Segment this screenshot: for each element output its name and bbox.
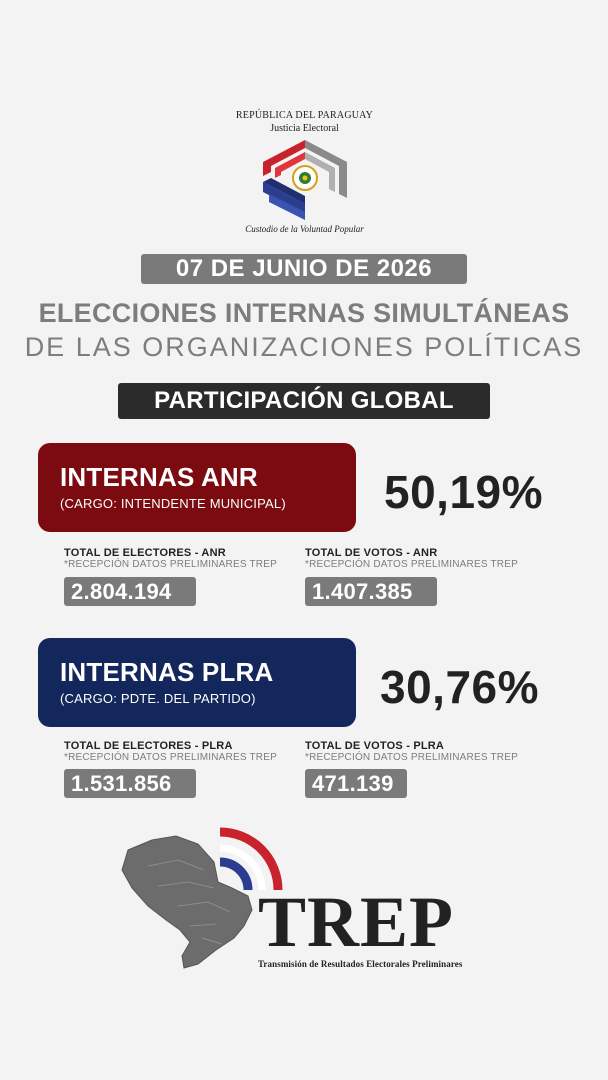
justicia-electoral-logo: REPÚBLICA DEL PARAGUAY Justicia Electora… [232,108,377,240]
plra-electors-note: *RECEPCIÓN DATOS PRELIMINARES TREP [64,752,277,763]
anr-votes-label: TOTAL DE VOTOS - ANR [305,547,438,559]
anr-electors-label: TOTAL DE ELECTORES - ANR [64,547,226,559]
anr-electors-value: 2.804.194 [64,577,196,606]
plra-electors-value: 1.531.856 [64,769,196,798]
anr-percent: 50,19% [384,466,544,518]
anr-name: INTERNAS ANR [60,462,258,492]
anr-cargo: (CARGO: INTENDENTE MUNICIPAL) [60,496,286,511]
plra-percent: 30,76% [380,661,540,713]
trep-wordmark: TREP [258,882,455,962]
participation-badge: PARTICIPACIÓN GLOBAL [118,383,490,419]
institution-label: Justicia Electoral [270,123,339,134]
plra-votes-label: TOTAL DE VOTOS - PLRA [305,740,445,752]
motto-label: Custodio de la Voluntad Popular [245,224,364,234]
anr-votes-value: 1.407.385 [305,577,437,606]
plra-votes-value: 471.139 [305,769,407,798]
trep-logo: TREP Transmisión de Resultados Electoral… [118,826,498,976]
anr-votes-note: *RECEPCIÓN DATOS PRELIMINARES TREP [305,559,518,570]
republic-label: REPÚBLICA DEL PARAGUAY [235,110,374,121]
anr-electors-note: *RECEPCIÓN DATOS PRELIMINARES TREP [64,559,277,570]
title-line-2: DE LAS ORGANIZACIONES POLÍTICAS [24,332,584,362]
plra-electors-label: TOTAL DE ELECTORES - PLRA [64,740,233,752]
plra-cargo: (CARGO: PDTE. DEL PARTIDO) [60,691,256,706]
title-line-1: ELECCIONES INTERNAS SIMULTÁNEAS [38,298,570,328]
plra-votes-note: *RECEPCIÓN DATOS PRELIMINARES TREP [305,752,518,763]
plra-name: INTERNAS PLRA [60,657,274,687]
anr-card: INTERNAS ANR (CARGO: INTENDENTE MUNICIPA… [38,443,356,532]
date-badge: 07 DE JUNIO DE 2026 [141,254,467,284]
plra-card: INTERNAS PLRA (CARGO: PDTE. DEL PARTIDO) [38,638,356,727]
trep-subtitle: Transmisión de Resultados Electorales Pr… [258,959,463,969]
justicia-electoral-emblem-icon [263,140,347,220]
paraguay-map-icon [121,827,283,969]
